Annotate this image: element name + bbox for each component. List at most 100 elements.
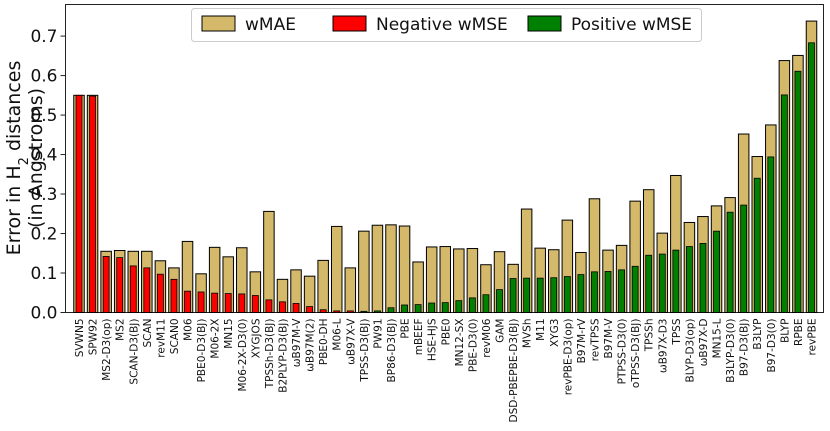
bar-positive-wmse bbox=[550, 277, 558, 313]
bar-positive-wmse bbox=[482, 294, 490, 313]
bar-wmae bbox=[330, 225, 343, 314]
y-tick-label: 0.6 bbox=[30, 67, 57, 87]
x-category-label: SVWN5 bbox=[74, 319, 86, 358]
bar-negative-wmse bbox=[224, 293, 232, 313]
bar-negative-wmse bbox=[75, 94, 83, 313]
x-category-label: B2PLYP-D3(BJ) bbox=[277, 319, 289, 393]
bar-negative-wmse bbox=[265, 299, 273, 313]
x-category-label: B97M-V bbox=[603, 318, 615, 359]
bar-positive-wmse bbox=[767, 156, 775, 313]
bar-positive-wmse bbox=[686, 246, 693, 313]
bar-positive-wmse bbox=[496, 289, 503, 313]
x-category-label: B3LYP bbox=[752, 319, 764, 350]
x-category-label: TPSS-D3(BJ) bbox=[359, 319, 371, 383]
bar-positive-wmse bbox=[374, 310, 381, 313]
x-category-label: M06-2X bbox=[210, 319, 222, 359]
bar-negative-wmse bbox=[279, 301, 286, 313]
bar-positive-wmse bbox=[591, 271, 598, 313]
bar-negative-wmse bbox=[184, 290, 191, 313]
bar-positive-wmse bbox=[536, 277, 544, 313]
x-category-label: BLYP-D3(op) bbox=[684, 319, 696, 383]
bar-positive-wmse bbox=[414, 304, 422, 313]
bar-positive-wmse bbox=[645, 254, 653, 313]
x-category-label: TPSSh bbox=[644, 319, 656, 353]
y-axis-title-line2: (in Angstroms) bbox=[25, 88, 47, 228]
legend-label-positive-wmse: Positive wMSE bbox=[571, 15, 692, 35]
bar-positive-wmse bbox=[523, 277, 531, 313]
y-tick-label: 0.0 bbox=[30, 304, 57, 324]
bar-positive-wmse bbox=[563, 276, 571, 313]
legend-swatch-positive-wmse bbox=[527, 15, 562, 32]
bar-negative-wmse bbox=[292, 303, 300, 313]
bars-group bbox=[73, 20, 818, 314]
bar-positive-wmse bbox=[753, 177, 761, 313]
y-axis-title-suffix: distances bbox=[3, 61, 25, 157]
x-axis-category-labels: SVWN5 SPW92 MS2-D3(op) MS2 SCAN-D3(BJ) SCAN re… bbox=[74, 318, 819, 423]
x-category-label: SCAN0 bbox=[169, 319, 181, 355]
x-category-label: PBE0 bbox=[440, 319, 452, 346]
x-category-label: BLYP bbox=[779, 319, 791, 343]
bar-wmae bbox=[344, 267, 357, 313]
x-category-label: SCAN bbox=[142, 319, 154, 348]
bar-negative-wmse bbox=[238, 293, 246, 313]
bar-positive-wmse bbox=[509, 278, 517, 313]
x-category-label: M06-L bbox=[332, 318, 344, 350]
x-category-label: revM11 bbox=[155, 319, 167, 358]
bar-negative-wmse bbox=[102, 256, 110, 313]
x-category-label: PTPSS-D3(0) bbox=[617, 319, 629, 385]
bar-negative-wmse bbox=[197, 291, 205, 313]
x-category-label: M11 bbox=[535, 319, 547, 341]
y-tick-label: 0.1 bbox=[30, 264, 57, 284]
x-category-label: B97-D3(BJ) bbox=[739, 319, 751, 377]
x-category-label: ωB97X-D bbox=[698, 319, 710, 367]
bar-wmae bbox=[358, 230, 370, 313]
bar-negative-wmse bbox=[129, 265, 137, 313]
x-category-label: SCAN-D3(BJ) bbox=[128, 319, 140, 385]
legend: wMAE Negative wMSE Positive wMSE bbox=[191, 8, 702, 42]
bar-positive-wmse bbox=[794, 70, 802, 313]
x-category-label: ωB97X-D3 bbox=[657, 319, 669, 374]
bar-negative-wmse bbox=[346, 310, 354, 313]
bar-positive-wmse bbox=[631, 265, 639, 313]
bar-positive-wmse bbox=[468, 297, 476, 313]
x-category-label: revPBE-D3(op) bbox=[562, 319, 574, 396]
bar-negative-wmse bbox=[333, 310, 341, 313]
bar-positive-wmse bbox=[428, 302, 436, 313]
bar-negative-wmse bbox=[170, 278, 178, 313]
bar-positive-wmse bbox=[780, 94, 788, 313]
x-category-label: revM06 bbox=[481, 318, 493, 357]
x-category-label: M06-2X-D3(0) bbox=[237, 319, 249, 392]
bar-positive-wmse bbox=[740, 204, 748, 313]
bar-negative-wmse bbox=[306, 306, 314, 313]
bar-negative-wmse bbox=[319, 309, 327, 313]
bar-negative-wmse bbox=[116, 257, 124, 313]
x-category-label: MVSh bbox=[522, 319, 534, 349]
x-category-label: TPSS bbox=[671, 318, 683, 345]
x-category-label: B97M-rV bbox=[576, 318, 588, 364]
bar-positive-wmse bbox=[604, 271, 612, 313]
y-axis-ticks: 0.0 0.1 0.2 0.3 0.4 0.5 0.6 0.7 bbox=[30, 27, 66, 324]
bar-positive-wmse bbox=[808, 42, 815, 313]
legend-swatch-negative-wmse bbox=[332, 15, 367, 32]
x-category-label: B97-D3(0) bbox=[766, 319, 778, 373]
x-category-label: TPSSh-D3(BJ) bbox=[264, 319, 276, 390]
x-category-label: PW91 bbox=[372, 319, 384, 349]
x-category-label: PBE0-D3(BJ) bbox=[196, 319, 208, 383]
x-category-label: MN15-L bbox=[712, 318, 724, 358]
legend-label-negative-wmse: Negative wMSE bbox=[376, 15, 508, 35]
bar-positive-wmse bbox=[441, 302, 449, 313]
bar-negative-wmse bbox=[89, 95, 96, 313]
x-category-label: PBE0-DH bbox=[318, 319, 330, 366]
bar-positive-wmse bbox=[401, 304, 408, 313]
bar-positive-wmse bbox=[577, 274, 585, 313]
x-category-label: PBE bbox=[400, 319, 412, 339]
y-axis-title-subscript: 2 bbox=[17, 157, 32, 165]
x-category-label: RPBE bbox=[793, 319, 805, 346]
bar-negative-wmse bbox=[143, 267, 151, 313]
legend-swatch-wmae bbox=[201, 15, 236, 32]
x-category-label: ωB97X-V bbox=[345, 318, 357, 365]
legend-frame bbox=[191, 8, 702, 42]
x-category-label: ωB97M(2) bbox=[305, 319, 317, 372]
